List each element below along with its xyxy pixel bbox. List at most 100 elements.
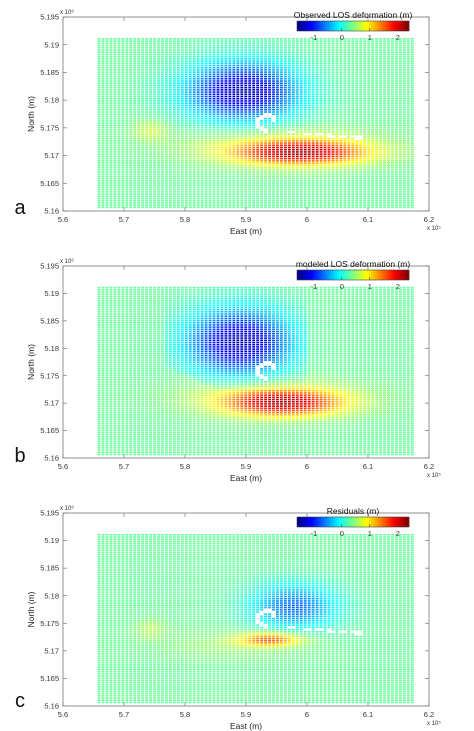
- heatmap-cell: [185, 131, 188, 133]
- heatmap-cell: [336, 171, 339, 173]
- heatmap-cell: [157, 131, 160, 133]
- heatmap-cell: [161, 202, 164, 204]
- heatmap-cell: [217, 147, 220, 149]
- heatmap-cell: [284, 109, 287, 111]
- heatmap-cell: [129, 140, 132, 142]
- heatmap-cell: [268, 153, 271, 155]
- heatmap-cell: [102, 144, 105, 146]
- heatmap-cell: [141, 122, 144, 124]
- heatmap-cell: [252, 60, 255, 62]
- heatmap-cell: [347, 142, 350, 144]
- heatmap-cell: [121, 82, 124, 84]
- heatmap-cell: [244, 118, 247, 120]
- heatmap-cell: [121, 74, 124, 76]
- heatmap-cell: [343, 98, 346, 100]
- heatmap-cell: [125, 49, 128, 51]
- heatmap-cell: [260, 105, 263, 107]
- heatmap-cell: [347, 176, 350, 178]
- heatmap-cell: [221, 49, 224, 51]
- heatmap-cell: [209, 38, 212, 40]
- heatmap-cell: [308, 43, 311, 45]
- heatmap-cell: [125, 93, 128, 95]
- heatmap-cell: [228, 176, 231, 178]
- heatmap-cell: [133, 125, 136, 127]
- heatmap-cell: [232, 82, 235, 84]
- heatmap-cell: [129, 207, 132, 209]
- heatmap-cell: [201, 85, 204, 87]
- heatmap-cell: [177, 136, 180, 138]
- heatmap-cell: [276, 149, 279, 151]
- heatmap-cell: [300, 74, 303, 76]
- heatmap-cell: [244, 178, 247, 180]
- heatmap-cell: [248, 162, 251, 164]
- heatmap-cell: [137, 167, 140, 169]
- heatmap-cell: [209, 49, 212, 51]
- heatmap-cell: [181, 182, 184, 184]
- heatmap-cell: [133, 105, 136, 107]
- heatmap-cell: [201, 176, 204, 178]
- heatmap-cell: [308, 151, 311, 153]
- heatmap-cell: [213, 142, 216, 144]
- heatmap-cell: [185, 180, 188, 182]
- heatmap-cell: [236, 131, 239, 133]
- heatmap-cell: [197, 193, 200, 195]
- heatmap-cell: [332, 67, 335, 69]
- heatmap-cell: [284, 189, 287, 191]
- heatmap-cell: [189, 58, 192, 60]
- heatmap-cell: [320, 40, 323, 42]
- heatmap-cell: [312, 162, 315, 164]
- heatmap-cell: [304, 193, 307, 195]
- heatmap-cell: [264, 162, 267, 164]
- heatmap-cell: [339, 102, 342, 104]
- heatmap-cell: [264, 80, 267, 82]
- heatmap-cell: [264, 187, 267, 189]
- heatmap-cell: [264, 47, 267, 49]
- heatmap-cell: [292, 78, 295, 80]
- heatmap-cell: [113, 45, 116, 47]
- heatmap-cell: [343, 149, 346, 151]
- heatmap-cell: [129, 51, 132, 53]
- heatmap-cell: [256, 107, 259, 109]
- heatmap-cell: [343, 109, 346, 111]
- heatmap-cell: [332, 164, 335, 166]
- heatmap-cell: [137, 85, 140, 87]
- heatmap-cell: [117, 162, 120, 164]
- heatmap-cell: [225, 49, 228, 51]
- heatmap-cell: [165, 140, 168, 142]
- heatmap-cell: [110, 60, 113, 62]
- heatmap-cell: [316, 65, 319, 67]
- heatmap-cell: [336, 80, 339, 82]
- heatmap-cell: [280, 156, 283, 158]
- heatmap-cell: [225, 138, 228, 140]
- heatmap-cell: [288, 167, 291, 169]
- heatmap-cell: [260, 151, 263, 153]
- heatmap-cell: [201, 67, 204, 69]
- heatmap-cell: [332, 96, 335, 98]
- heatmap-cell: [117, 89, 120, 91]
- heatmap-cell: [213, 182, 216, 184]
- heatmap-cell: [165, 109, 168, 111]
- heatmap-cell: [292, 111, 295, 113]
- heatmap-cell: [137, 111, 140, 113]
- heatmap-cell: [113, 118, 116, 120]
- heatmap-cell: [308, 113, 311, 115]
- heatmap-cell: [248, 38, 251, 40]
- heatmap-cell: [153, 51, 156, 53]
- heatmap-cell: [332, 93, 335, 95]
- heatmap-cell: [121, 56, 124, 58]
- heatmap-cell: [328, 49, 331, 51]
- heatmap-cell: [153, 127, 156, 129]
- heatmap-cell: [117, 85, 120, 87]
- heatmap-cell: [145, 182, 148, 184]
- heatmap-cell: [252, 105, 255, 107]
- heatmap-cell: [161, 180, 164, 182]
- heatmap-cell: [351, 58, 354, 60]
- heatmap-cell: [169, 122, 172, 124]
- heatmap-cell: [106, 74, 109, 76]
- heatmap-cell: [157, 100, 160, 102]
- heatmap-cell: [181, 49, 184, 51]
- heatmap-cell: [232, 200, 235, 202]
- heatmap-cell: [193, 62, 196, 64]
- heatmap-cell: [351, 178, 354, 180]
